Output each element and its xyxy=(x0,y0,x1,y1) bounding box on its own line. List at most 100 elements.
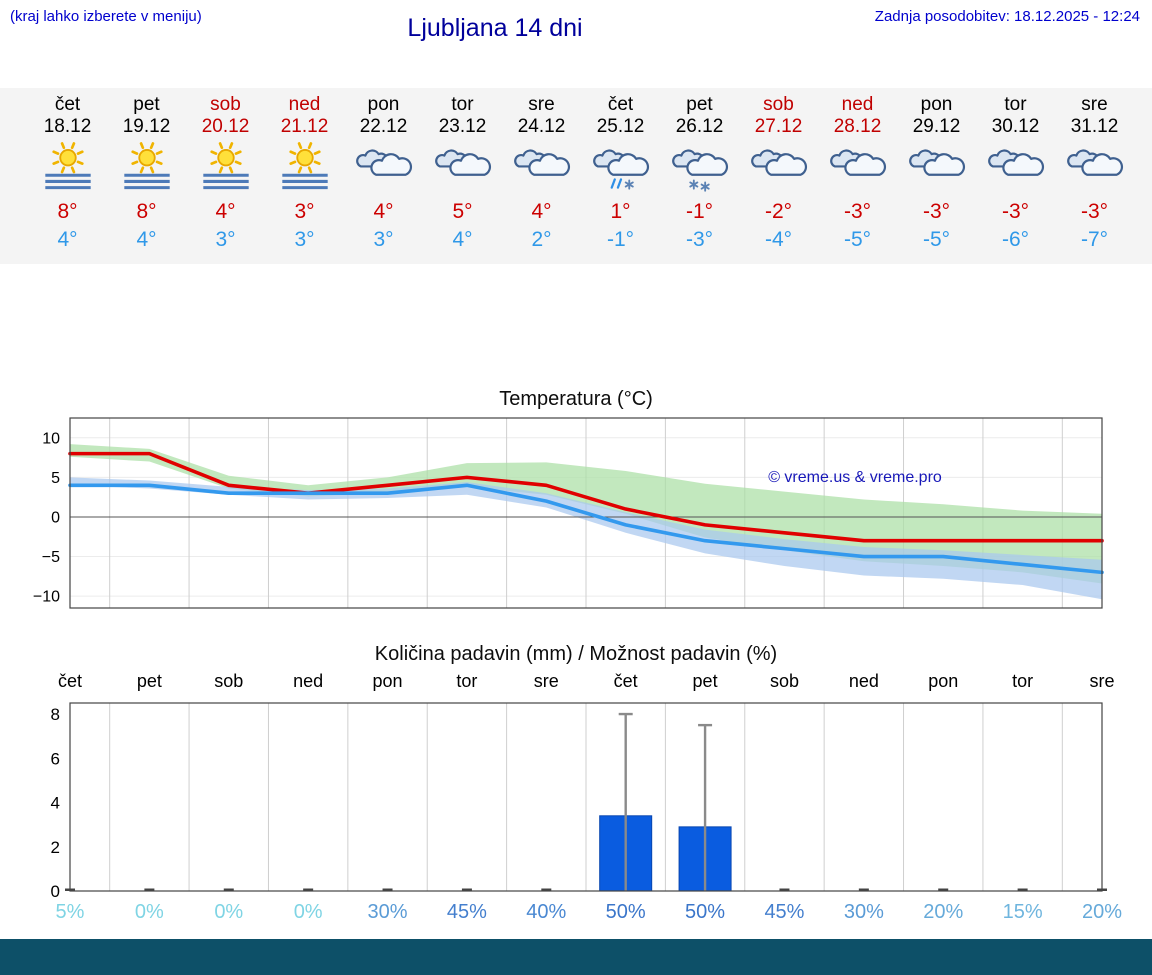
precip-y-tick-label: 8 xyxy=(51,705,60,724)
temp-y-tick-label: 10 xyxy=(42,430,60,447)
day-column-24.12: sre 24.12 4° 2° xyxy=(502,94,581,264)
temp-y-tick-label: −5 xyxy=(42,549,60,566)
precip-probability-label: 20% xyxy=(1082,901,1122,923)
precip-day-label: pon xyxy=(928,671,958,691)
day-column-31.12: sre 31.12 -3° -7° xyxy=(1055,94,1134,264)
day-column-18.12: čet 18.12 8° 4° xyxy=(28,94,107,264)
temp-max: -1° xyxy=(685,200,714,223)
day-date: 23.12 xyxy=(438,116,487,137)
day-name: pet xyxy=(133,94,160,115)
cloudy-icon xyxy=(818,142,897,194)
temp-max: 4° xyxy=(531,200,552,223)
temperature-chart: 10 5 0 −5 −10 © vreme.us & vreme.pro xyxy=(33,417,1104,609)
temp-y-tick-label: 5 xyxy=(51,470,60,487)
day-date: 24.12 xyxy=(517,116,566,137)
day-date: 31.12 xyxy=(1070,116,1119,137)
temp-min: -5° xyxy=(843,228,872,251)
forecast-strip: čet 18.12 8° 4° pet 19.12 8° 4° sob 20.12 4° 3° ned 2… xyxy=(0,88,1152,264)
min-range-band xyxy=(70,477,1102,600)
precip-zero-tick xyxy=(303,888,314,891)
precip-day-label: tor xyxy=(456,671,477,691)
temp-max: -3° xyxy=(922,200,951,223)
precip-y-tick-label: 0 xyxy=(51,882,60,901)
cloudy-icon xyxy=(739,142,818,194)
day-column-29.12: pon 29.12 -3° -5° xyxy=(897,94,976,264)
temp-min: 2° xyxy=(531,228,552,251)
precip-zero-tick xyxy=(858,888,869,891)
cloudy-icon xyxy=(502,142,581,194)
temp-y-tick-label: −10 xyxy=(33,589,60,606)
precip-day-label: čet xyxy=(58,671,82,691)
precip-day-label: pet xyxy=(137,671,162,691)
temp-max: 1° xyxy=(610,200,631,223)
day-name: sre xyxy=(528,94,555,115)
temp-min: -1° xyxy=(606,228,635,251)
precip-probability-label: 15% xyxy=(1003,901,1043,923)
precip-probability-label: 30% xyxy=(368,901,408,923)
day-name: čet xyxy=(607,94,634,115)
precip-day-label: sre xyxy=(534,671,559,691)
cloudy-icon xyxy=(1055,142,1134,194)
day-name: pet xyxy=(686,94,713,115)
temp-plot-border xyxy=(69,417,1103,609)
temp-max: -3° xyxy=(843,200,872,223)
day-date: 27.12 xyxy=(754,116,803,137)
precip-zero-tick xyxy=(461,888,472,891)
day-name: sob xyxy=(210,94,241,115)
temp-max: -3° xyxy=(1001,200,1030,223)
temp-max: 3° xyxy=(294,200,315,223)
temp-max: -2° xyxy=(764,200,793,223)
precipitation-chart-title: Količina padavin (mm) / Možnost padavin … xyxy=(374,643,778,665)
precip-day-label: ned xyxy=(293,671,323,691)
precip-day-label: ned xyxy=(849,671,879,691)
day-name: sob xyxy=(763,94,794,115)
day-date: 22.12 xyxy=(359,116,408,137)
precip-probability-label: 30% xyxy=(844,901,884,923)
day-date: 28.12 xyxy=(833,116,882,137)
temperature-chart-title: Temperatura (°C) xyxy=(499,388,653,410)
precip-zero-tick xyxy=(382,888,393,891)
precip-day-label: pon xyxy=(373,671,403,691)
cloudy-icon xyxy=(897,142,976,194)
temp-min: 3° xyxy=(373,228,394,251)
precip-day-label: pet xyxy=(693,671,718,691)
day-column-23.12: tor 23.12 5° 4° xyxy=(423,94,502,264)
sleet-icon xyxy=(581,142,660,194)
sun-fog-icon xyxy=(28,142,107,194)
last-update: Zadnja posodobitev: 18.12.2025 - 12:24 xyxy=(874,8,1140,25)
day-column-28.12: ned 28.12 -3° -5° xyxy=(818,94,897,264)
temp-min: -7° xyxy=(1080,228,1109,251)
day-name: sre xyxy=(1081,94,1108,115)
precipitation-chart: čet pet sob ned pon tor sre čet pet sob ned pon tor s… xyxy=(51,671,1123,923)
precip-y-tick-label: 2 xyxy=(51,838,60,857)
day-name: tor xyxy=(451,94,474,115)
day-column-21.12: ned 21.12 3° 3° xyxy=(265,94,344,264)
day-name: pon xyxy=(367,94,400,115)
temp-max: 5° xyxy=(452,200,473,223)
day-date: 19.12 xyxy=(122,116,171,137)
day-name: pon xyxy=(920,94,953,115)
day-column-26.12: pet 26.12 -1° -3° xyxy=(660,94,739,264)
day-name: tor xyxy=(1004,94,1027,115)
precip-zero-tick xyxy=(223,888,234,891)
max-temp-line xyxy=(68,451,1104,543)
sun-fog-icon xyxy=(265,142,344,194)
temp-min: 4° xyxy=(136,228,157,251)
precip-probability-label: 40% xyxy=(526,901,566,923)
day-date: 21.12 xyxy=(280,116,329,137)
precip-probability-label: 0% xyxy=(294,901,323,923)
precip-y-tick-label: 6 xyxy=(51,749,60,768)
day-date: 30.12 xyxy=(991,116,1040,137)
precip-day-label: čet xyxy=(614,671,638,691)
precip-y-tick-label: 4 xyxy=(51,794,60,813)
temp-max: 4° xyxy=(373,200,394,223)
precip-day-label: sob xyxy=(770,671,799,691)
watermark: © vreme.us & vreme.pro xyxy=(768,469,942,486)
day-column-19.12: pet 19.12 8° 4° xyxy=(107,94,186,264)
temp-min: -5° xyxy=(922,228,951,251)
day-name: ned xyxy=(288,94,321,115)
temp-y-tick-label: 0 xyxy=(51,509,60,526)
day-date: 20.12 xyxy=(201,116,250,137)
precip-probability-label: 5% xyxy=(56,901,85,923)
